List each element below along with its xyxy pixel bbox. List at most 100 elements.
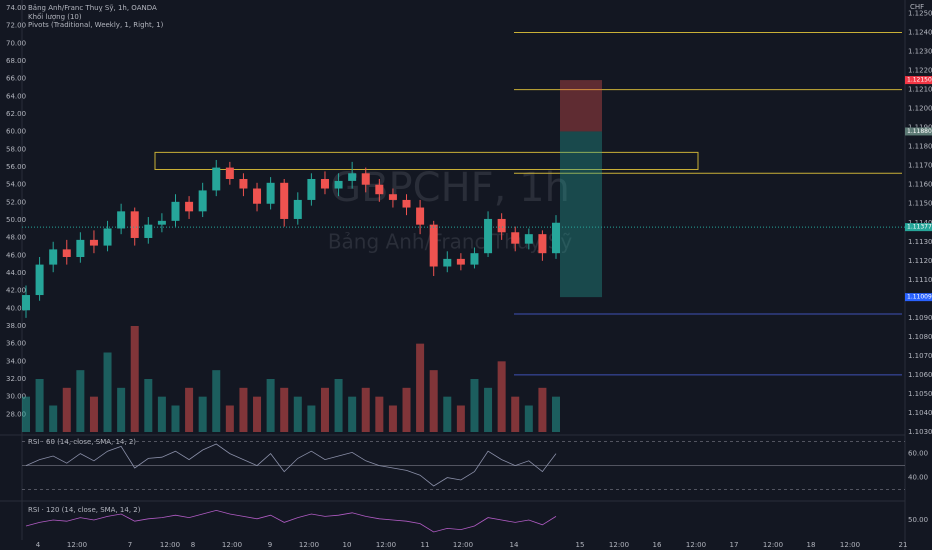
y-tick-label: 1.10600 [908,371,932,379]
candle-body [171,201,180,221]
volume-bar [511,396,520,432]
volume-bar [484,387,493,432]
candle-body [470,253,479,265]
x-tick-label: 15 [576,541,585,549]
candle-body [225,167,234,180]
volume-bar [185,387,194,432]
symbol-title: Bảng Anh/Franc Thuỵ Sỹ, 1h, OANDA [28,4,157,12]
y-tick-label: 68.00 [6,57,26,65]
y-tick-label: 1.12100 [908,86,932,94]
y-tick-label: 60.00 [6,128,26,136]
y-tick-label: 48.00 [6,234,26,242]
candle-body [117,211,126,229]
price-tag [905,293,932,302]
candle-body [497,218,506,233]
x-tick-label: 21 [899,541,908,549]
candle-body [334,180,343,189]
rsi-line [25,509,557,533]
y-tick-label: 1.12200 [908,67,932,75]
volume-bar [320,387,329,432]
candle-body [157,220,166,225]
price-tag-label: 1.12150 [907,77,932,84]
price-tag [905,76,932,85]
price-tag-label: 1.11009 [907,294,932,301]
volume-bar [22,396,30,432]
y-tick-label: 1.11800 [908,143,932,151]
y-tick-label: 1.11600 [908,181,932,189]
candle-body [198,190,207,212]
y-tick-label: 66.00 [6,75,26,83]
x-tick-label: 10 [343,541,352,549]
volume-bar [62,387,71,432]
stop-zone [560,80,602,132]
candle-body [144,224,153,238]
volume-bar [49,405,58,432]
y-tick-label: 1.11200 [908,257,932,265]
y-tick-label: 1.12400 [908,29,932,37]
volume-bar [130,325,139,432]
volume-bar [35,378,44,432]
x-tick-label: 12:00 [160,541,180,549]
y-tick-label: 62.00 [6,110,26,118]
x-tick-label: 14 [510,541,519,549]
candle-body [361,173,370,185]
y-tick-label: 1.10500 [908,390,932,398]
volume-bar [497,361,506,432]
y-tick-label: 1.12500 [908,10,932,18]
volume-bar [416,343,425,432]
y-tick-label: 1.11700 [908,162,932,170]
candle-body [348,173,357,181]
volume-bar [144,378,153,432]
y-tick-label: 36.00 [6,340,26,348]
volume-bar [212,370,221,432]
x-tick-label: 16 [653,541,662,549]
y-tick-label: 56.00 [6,163,26,171]
y-tick-label: 1.10400 [908,409,932,417]
y-tick-label: 28.00 [6,410,26,418]
y-tick-label: 54.00 [6,181,26,189]
candle-body [320,179,329,189]
x-tick-label: 12:00 [299,541,319,549]
price-tag [905,127,932,136]
candle-body [552,222,560,254]
x-tick-label: 8 [191,541,195,549]
y-tick-label: 60.00 [908,450,928,458]
candle-body [76,239,85,257]
y-tick-label: 1.12000 [908,105,932,113]
volume-bar [402,387,411,432]
candle-body [266,182,275,204]
price-tag-label: 1.11377 [907,224,932,231]
volume-bar [361,387,370,432]
y-tick-label: 30.00 [6,393,26,401]
volume-bar [524,405,533,432]
volume-bar [470,378,479,432]
candle-body [130,211,139,238]
volume-bar [239,387,248,432]
x-tick-label: 12:00 [67,541,87,549]
x-tick-label: 12:00 [686,541,706,549]
volume-bar [334,378,343,432]
candle-body [375,184,384,195]
watermark: GBPCHF, 1h [330,165,570,211]
y-tick-label: 70.00 [6,39,26,47]
volume-bar [266,378,275,432]
y-tick-label: 40.00 [908,474,928,482]
currency-label: CHF [910,3,924,11]
y-tick-label: 1.10700 [908,352,932,360]
x-tick-label: 12:00 [453,541,473,549]
candle-body [538,234,547,254]
volume-bar [307,405,316,432]
y-tick-label: 50.00 [908,516,928,524]
zone [154,151,699,170]
candle-body [388,194,397,200]
candle-body [456,258,465,265]
rsi-legend: RSI · 60 (14, close, SMA, 14, 2) [28,438,136,446]
rsi-line [25,443,557,487]
y-tick-label: 32.00 [6,375,26,383]
volume-bar [253,396,262,432]
y-tick-label: 52.00 [6,198,26,206]
y-tick-label: 1.11100 [908,276,932,284]
candle-body [484,218,493,254]
x-tick-label: 7 [128,541,132,549]
candle-body [511,232,520,244]
